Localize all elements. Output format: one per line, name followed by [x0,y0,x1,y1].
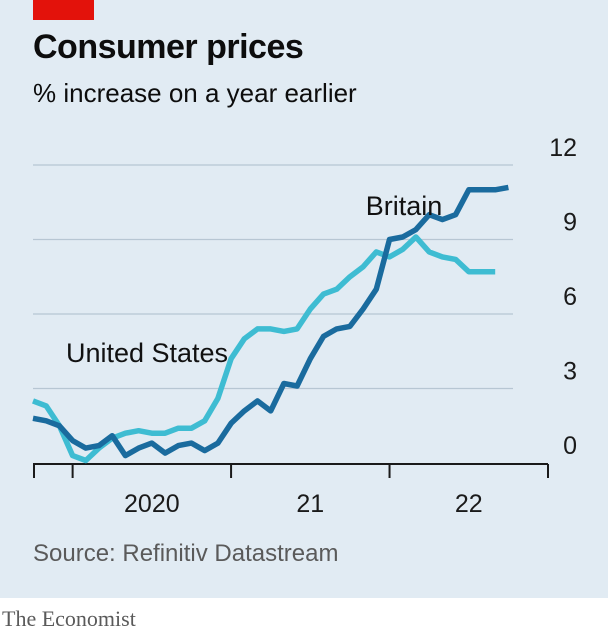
series-labels: Britain United States [66,191,442,368]
publisher-brand: The Economist [2,606,136,631]
chart-panel [0,0,608,598]
x-tick-label-22: 22 [455,490,483,518]
line-chart: 0 3 6 9 12 2020 21 22 Britain United States [32,134,577,518]
y-tick-label-6: 6 [563,283,577,311]
brand-red-tag [33,0,94,20]
series-label-britain: Britain [366,191,443,221]
series-line-britain [32,184,509,459]
chart-subtitle: % increase on a year earlier [33,78,357,108]
y-tick-label-0: 0 [563,432,577,460]
x-tick-label-21: 21 [296,490,324,518]
x-tick-label-2020: 2020 [124,490,180,518]
x-axis: 2020 21 22 [33,463,549,518]
grid-lines [33,164,513,390]
y-tick-label-12: 12 [549,134,577,162]
y-tick-label-3: 3 [563,358,577,386]
source-note: Source: Refinitiv Datastream [33,540,339,567]
y-axis-ticks: 0 3 6 9 12 [549,134,577,460]
series-label-united-states: United States [66,338,228,368]
chart-title: Consumer prices [33,28,304,66]
y-tick-label-9: 9 [563,209,577,237]
series-lines [32,184,509,464]
